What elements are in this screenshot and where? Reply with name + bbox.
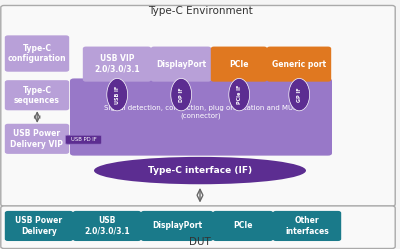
Ellipse shape	[94, 157, 306, 184]
FancyBboxPatch shape	[213, 211, 273, 241]
Text: Type-C
sequences: Type-C sequences	[14, 86, 60, 105]
FancyBboxPatch shape	[5, 35, 69, 72]
FancyBboxPatch shape	[5, 80, 69, 110]
Text: Type-C interface (IF): Type-C interface (IF)	[148, 166, 252, 175]
Text: PCIe: PCIe	[233, 221, 253, 231]
FancyBboxPatch shape	[70, 78, 332, 156]
Text: DisplayPort: DisplayPort	[156, 60, 206, 69]
Text: Type-C
configuration: Type-C configuration	[8, 44, 66, 63]
Text: USB Power
Delivery: USB Power Delivery	[16, 216, 62, 236]
Text: Signal detection, connection, plug orientation and MUX
(connector): Signal detection, connection, plug orien…	[104, 105, 298, 119]
FancyBboxPatch shape	[5, 211, 73, 241]
FancyBboxPatch shape	[73, 211, 141, 241]
Ellipse shape	[171, 78, 192, 111]
Text: USB VIP
2.0/3.0/3.1: USB VIP 2.0/3.0/3.1	[94, 55, 140, 74]
Ellipse shape	[107, 78, 128, 111]
Text: DUT: DUT	[189, 237, 211, 247]
Text: Generic port: Generic port	[272, 60, 326, 69]
Ellipse shape	[229, 78, 250, 111]
Text: USB Power
Delivery VIP: USB Power Delivery VIP	[10, 129, 64, 148]
Text: USB IF: USB IF	[115, 85, 120, 104]
Text: Type-C Environment: Type-C Environment	[148, 6, 252, 16]
FancyBboxPatch shape	[83, 47, 151, 82]
FancyBboxPatch shape	[211, 47, 267, 82]
Ellipse shape	[289, 78, 310, 111]
Text: DisplayPort: DisplayPort	[152, 221, 202, 231]
Text: USB PD IF: USB PD IF	[71, 137, 96, 142]
FancyBboxPatch shape	[5, 124, 69, 154]
FancyBboxPatch shape	[151, 47, 211, 82]
FancyBboxPatch shape	[141, 211, 213, 241]
FancyBboxPatch shape	[66, 135, 102, 144]
Text: USB
2.0/3.0/3.1: USB 2.0/3.0/3.1	[84, 216, 130, 236]
FancyBboxPatch shape	[267, 47, 331, 82]
FancyBboxPatch shape	[1, 5, 395, 206]
FancyBboxPatch shape	[273, 211, 341, 241]
Text: GP IF: GP IF	[297, 87, 302, 102]
Text: Other
interfaces: Other interfaces	[285, 216, 329, 236]
Text: DP IF: DP IF	[179, 87, 184, 102]
FancyBboxPatch shape	[1, 206, 395, 249]
Text: PCIe IF: PCIe IF	[237, 85, 242, 104]
Text: PCIe: PCIe	[229, 60, 249, 69]
